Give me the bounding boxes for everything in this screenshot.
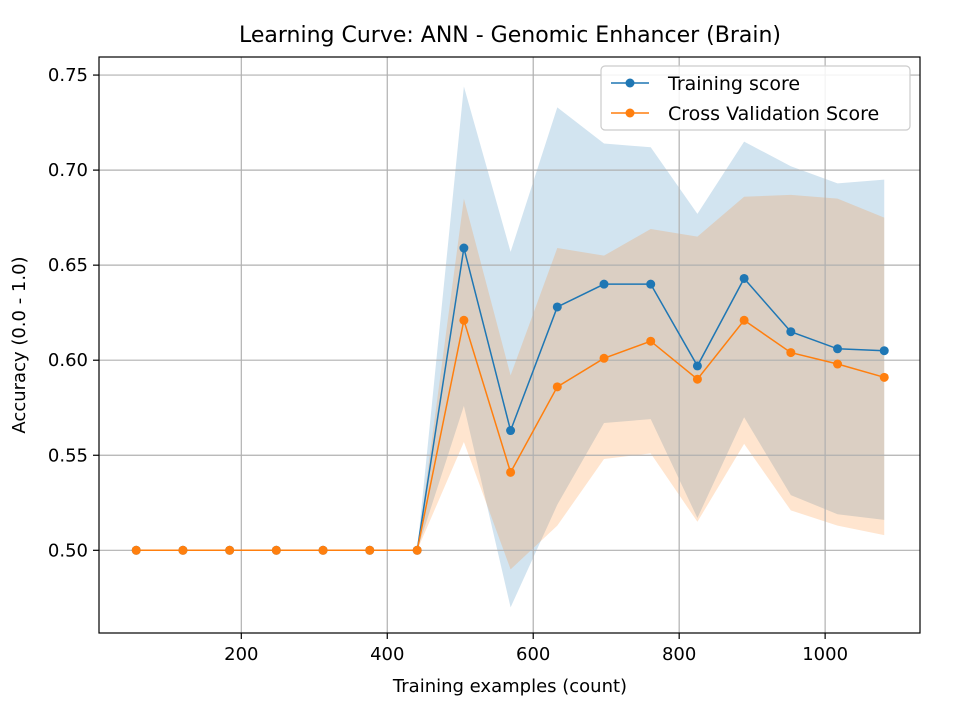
point-series-1-11 — [646, 336, 656, 346]
point-series-0-14 — [786, 327, 796, 337]
point-series-1-6 — [412, 545, 422, 555]
x-axis-ticks: 200 400 600 800 1000 — [224, 633, 848, 665]
y-axis-ticks: 0.50 0.55 0.60 0.65 0.70 0.75 — [48, 65, 99, 561]
y-tick-label-5: 0.75 — [48, 65, 88, 86]
point-series-0-12 — [692, 361, 702, 371]
chart-title: Learning Curve: ANN - Genomic Enhancer (… — [239, 23, 781, 48]
point-series-1-10 — [599, 353, 609, 363]
point-series-1-7 — [459, 315, 469, 325]
point-series-1-8 — [506, 467, 516, 477]
point-series-1-5 — [365, 545, 375, 555]
point-series-1-2 — [225, 545, 235, 555]
legend-box — [600, 65, 911, 131]
legend-marker-1 — [625, 108, 635, 118]
point-series-1-15 — [833, 359, 843, 369]
point-series-1-16 — [879, 372, 889, 382]
y-tick-label-4: 0.70 — [48, 160, 88, 181]
point-series-1-3 — [271, 545, 281, 555]
point-series-0-13 — [739, 273, 749, 283]
x-tick-label-3: 800 — [662, 644, 696, 665]
y-tick-label-1: 0.55 — [48, 445, 88, 466]
plot-frame — [98, 56, 921, 634]
band-series-1 — [136, 194, 885, 570]
x-tick-label-0: 200 — [224, 644, 258, 665]
y-tick-label-3: 0.65 — [48, 255, 88, 276]
point-series-1-12 — [692, 374, 702, 384]
y-axis-label: Accuracy (0.0 - 1.0) — [9, 256, 30, 433]
point-series-0-16 — [879, 346, 889, 356]
point-series-0-11 — [646, 279, 656, 289]
point-series-1-1 — [178, 545, 188, 555]
point-series-1-4 — [318, 545, 328, 555]
series-points — [131, 243, 889, 555]
point-series-0-7 — [459, 243, 469, 253]
y-tick-label-2: 0.60 — [48, 350, 88, 371]
point-series-1-9 — [552, 382, 562, 392]
legend: Training score Cross Validation Score — [600, 65, 911, 131]
point-series-1-14 — [786, 348, 796, 358]
confidence-bands — [136, 86, 885, 608]
y-tick-label-0: 0.50 — [48, 540, 88, 561]
x-tick-label-4: 1000 — [802, 644, 848, 665]
x-tick-label-2: 600 — [516, 644, 550, 665]
point-series-0-9 — [552, 302, 562, 312]
x-axis-label: Training examples (count) — [392, 676, 627, 697]
point-series-1-13 — [739, 315, 749, 325]
legend-label-0: Training score — [667, 73, 800, 95]
band-series-0 — [136, 86, 885, 608]
legend-marker-0 — [625, 78, 635, 88]
point-series-0-8 — [506, 426, 516, 436]
point-series-1-0 — [131, 545, 141, 555]
legend-label-1: Cross Validation Score — [668, 103, 879, 125]
point-series-0-15 — [833, 344, 843, 354]
point-series-0-10 — [599, 279, 609, 289]
x-tick-label-1: 400 — [370, 644, 404, 665]
